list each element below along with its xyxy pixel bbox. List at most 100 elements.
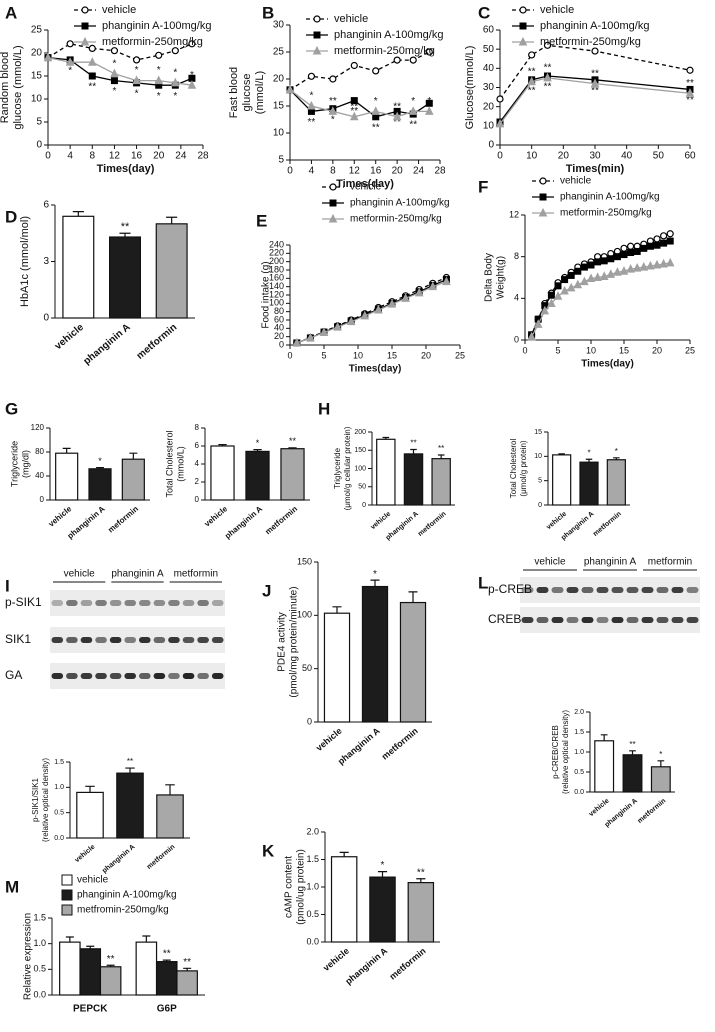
marker (580, 263, 588, 271)
y-tick-label: 10 (483, 120, 495, 131)
bar (116, 772, 144, 839)
x-tick-label: 24 (175, 151, 187, 162)
blot-band (686, 617, 699, 623)
bar (135, 941, 158, 996)
y-axis-label: (mmol/L) (175, 446, 185, 482)
y-axis-label: Relative expression (23, 913, 34, 1000)
marker (553, 291, 563, 300)
significance: * (587, 448, 590, 457)
blot-band (124, 637, 136, 643)
y-axis-label: (pmol/ug protein) (296, 849, 307, 925)
series-line (531, 240, 671, 336)
x-tick-label: vehicle (370, 511, 393, 532)
blot-band (536, 587, 549, 593)
y-tick-label: 200 (269, 256, 284, 266)
legend-label: vehicle (334, 13, 368, 25)
y-tick-label: 30 (273, 20, 285, 31)
significance: * (173, 68, 177, 79)
y-tick-label: 0.0 (306, 936, 319, 946)
marker (424, 106, 434, 115)
x-tick-label: 5 (321, 350, 326, 360)
error-bar (125, 767, 135, 774)
blot-band (626, 617, 639, 623)
blot-band (551, 587, 564, 593)
marker (313, 31, 321, 39)
marker (409, 56, 417, 64)
marker (566, 282, 576, 292)
marker (307, 72, 316, 80)
bar (650, 766, 671, 793)
error-bar (86, 945, 95, 949)
blot-band (168, 637, 180, 643)
panel-letter: D (5, 207, 17, 226)
x-tick-label: 5 (555, 345, 560, 355)
marker (132, 56, 141, 64)
marker (171, 47, 179, 55)
marker (666, 230, 674, 238)
marker (333, 321, 342, 331)
x-tick-label: phanginin A (101, 844, 136, 875)
panel-letter: B (262, 3, 274, 22)
marker (392, 111, 402, 121)
legend-label: phanginin A-100mg/kg (350, 198, 450, 209)
marker (187, 80, 197, 89)
significance: * (659, 750, 662, 759)
marker (401, 293, 410, 302)
significance: ** (438, 444, 444, 453)
marker (659, 232, 668, 240)
blot-band (211, 600, 224, 606)
y-axis-label: (μmol/g cellular protein) (343, 426, 352, 510)
row-label: p-CREB (488, 582, 532, 596)
blot-band (51, 600, 64, 606)
marker (374, 304, 383, 314)
x-tick-label: metformin (592, 511, 623, 538)
x-tick-label: 20 (421, 350, 431, 360)
marker (285, 84, 295, 94)
marker (527, 76, 536, 86)
series-line (531, 262, 671, 338)
marker (81, 22, 89, 30)
y-tick-label: 4 (514, 293, 519, 303)
y-axis-label: Triglyceride (9, 441, 19, 487)
marker (313, 15, 321, 23)
x-tick-label: 50 (653, 151, 665, 162)
blot-band (596, 617, 609, 623)
blot-band (95, 600, 107, 606)
blot-band (182, 673, 195, 679)
error-bar (600, 734, 608, 741)
panel-letter: L (478, 573, 488, 592)
blot-band (656, 587, 669, 593)
y-tick-label: 180 (269, 264, 284, 274)
x-tick-label: phanginin A (343, 945, 389, 986)
error-bar (162, 959, 171, 962)
y-tick-label: 1.0 (33, 938, 46, 948)
y-tick-label: 0 (195, 495, 200, 504)
y-tick-label: 0 (36, 140, 42, 151)
panel-letter: I (5, 576, 10, 595)
x-tick-label: 8 (90, 151, 96, 162)
group-label: metformin (174, 569, 218, 580)
x-tick-label: metformin (263, 504, 299, 536)
series-line (47, 43, 193, 61)
marker (627, 249, 635, 256)
blot-band (211, 673, 224, 679)
blot-band (626, 587, 639, 593)
error-bar (377, 871, 388, 878)
marker (587, 261, 595, 269)
panel-letter: M (5, 877, 19, 896)
blot-band (197, 637, 209, 643)
x-tick-label: 25 (685, 345, 695, 355)
significance: * (98, 456, 102, 466)
group-label: vehicle (64, 569, 96, 580)
marker (620, 244, 628, 252)
blot-band (153, 637, 166, 643)
x-tick-label: vehicle (314, 726, 344, 753)
x-tick-label: metformin (380, 726, 420, 762)
marker (652, 259, 662, 269)
bar (76, 791, 104, 839)
y-axis-label: PDE4 activity (277, 612, 288, 671)
bar (59, 941, 81, 996)
significance: ** (528, 85, 536, 96)
marker (519, 6, 527, 14)
bar (280, 448, 305, 501)
